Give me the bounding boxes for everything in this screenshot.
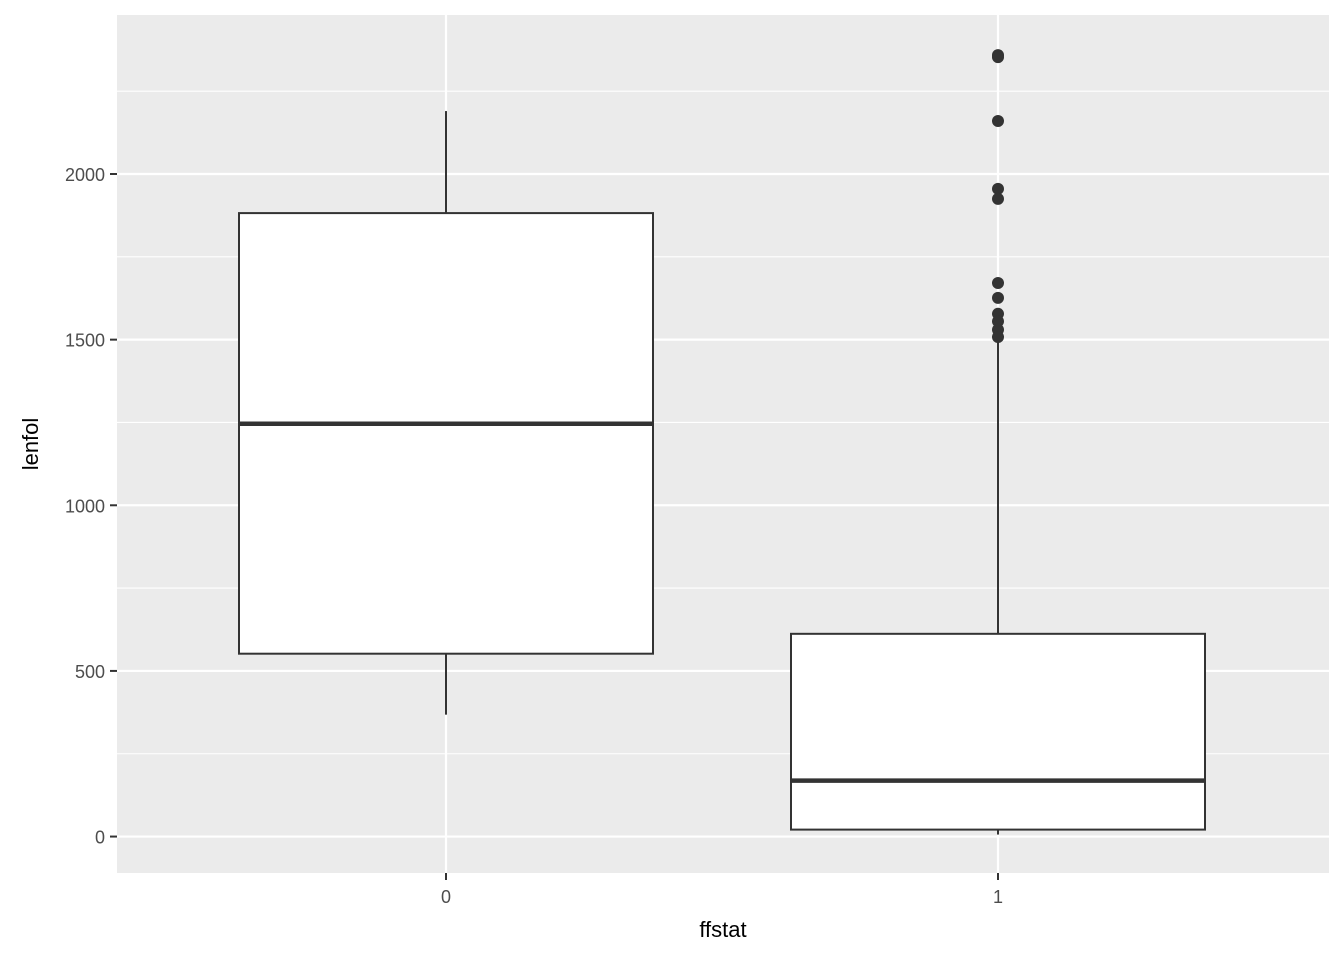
outlier-point	[992, 192, 1004, 205]
y-tick-label: 0	[95, 828, 105, 848]
outlier-point	[992, 330, 1004, 343]
y-tick-label: 2000	[65, 165, 105, 185]
x-axis-title: ffstat	[699, 917, 746, 942]
y-axis-title: lenfol	[18, 418, 43, 471]
x-tick-label: 0	[441, 887, 451, 907]
outlier-point	[992, 182, 1004, 195]
outlier-point	[992, 315, 1004, 328]
outlier-point	[992, 51, 1004, 64]
outlier-point	[992, 291, 1004, 304]
y-tick-label: 1000	[65, 496, 105, 516]
x-tick-label: 1	[993, 887, 1003, 907]
outlier-point	[992, 115, 1004, 128]
outlier-point	[992, 277, 1004, 290]
box	[790, 632, 1206, 831]
y-tick-label: 1500	[65, 331, 105, 351]
box	[238, 212, 654, 655]
y-tick-label: 500	[75, 662, 105, 682]
